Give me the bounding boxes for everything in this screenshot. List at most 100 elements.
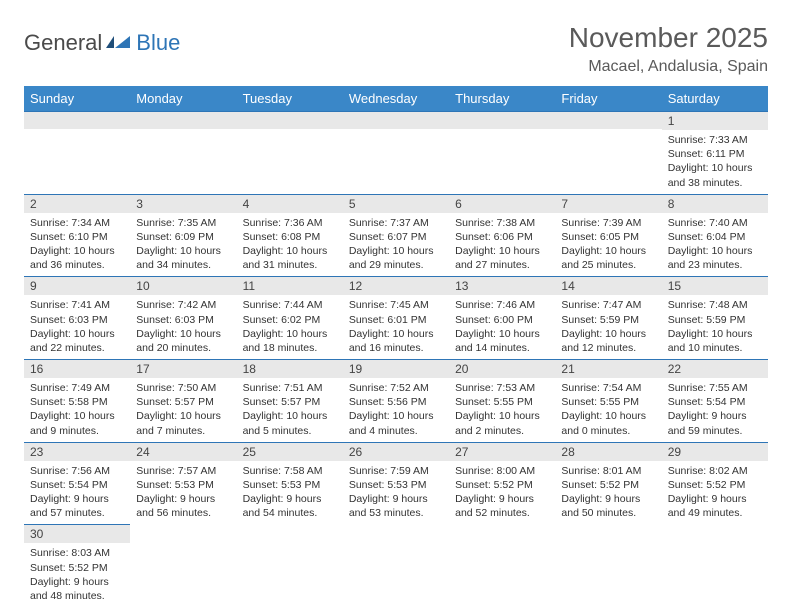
day-cell: 7 Sunrise: 7:39 AMSunset: 6:05 PMDaylight… <box>555 194 661 277</box>
weekday-header: Thursday <box>449 86 555 111</box>
sunrise-text: Sunrise: 7:57 AM <box>136 464 230 478</box>
day-number: 29 <box>662 442 768 461</box>
day-cell: 2Sunrise: 7:34 AMSunset: 6:10 PMDaylight… <box>24 194 130 277</box>
sunset-text: Sunset: 5:59 PM <box>668 313 762 327</box>
sunrise-text: Sunrise: 7:39 AM <box>561 216 655 230</box>
day-number: 5 <box>343 194 449 213</box>
sunset-text: Sunset: 6:05 PM <box>561 230 655 244</box>
sunset-text: Sunset: 6:02 PM <box>243 313 337 327</box>
table-row: 2Sunrise: 7:34 AMSunset: 6:10 PMDaylight… <box>24 194 768 277</box>
day-cell: 17Sunrise: 7:50 AMSunset: 5:57 PMDayligh… <box>130 359 236 442</box>
day-number: 22 <box>662 359 768 378</box>
daylight-text: Daylight: 10 hours and 4 minutes. <box>349 409 443 437</box>
sunrise-text: Sunrise: 7:53 AM <box>455 381 549 395</box>
sunset-text: Sunset: 5:53 PM <box>243 478 337 492</box>
month-title: November 2025 <box>569 22 768 54</box>
day-number: 6 <box>449 194 555 213</box>
sunrise-text: Sunrise: 7:41 AM <box>30 298 124 312</box>
day-body: Sunrise: 7:55 AMSunset: 5:54 PMDaylight:… <box>662 378 768 442</box>
day-cell: 26Sunrise: 7:59 AMSunset: 5:53 PMDayligh… <box>343 442 449 525</box>
day-number: 24 <box>130 442 236 461</box>
daylight-text: Daylight: 10 hours and 2 minutes. <box>455 409 549 437</box>
day-body: Sunrise: 7:45 AMSunset: 6:01 PMDaylight:… <box>343 295 449 359</box>
day-cell: 3Sunrise: 7:35 AMSunset: 6:09 PMDaylight… <box>130 194 236 277</box>
day-body: Sunrise: 7:54 AMSunset: 5:55 PMDaylight:… <box>555 378 661 442</box>
day-cell: 11Sunrise: 7:44 AMSunset: 6:02 PMDayligh… <box>237 276 343 359</box>
daylight-text: Daylight: 10 hours and 27 minutes. <box>455 244 549 272</box>
calendar-body: 1Sunrise: 7:33 AMSunset: 6:11 PMDaylight… <box>24 111 768 607</box>
day-cell: 25Sunrise: 7:58 AMSunset: 5:53 PMDayligh… <box>237 442 343 525</box>
day-cell <box>130 111 236 194</box>
day-body: Sunrise: 7:47 AMSunset: 5:59 PMDaylight:… <box>555 295 661 359</box>
day-body: Sunrise: 7:52 AMSunset: 5:56 PMDaylight:… <box>343 378 449 442</box>
sunset-text: Sunset: 6:03 PM <box>136 313 230 327</box>
table-row: 16Sunrise: 7:49 AMSunset: 5:58 PMDayligh… <box>24 359 768 442</box>
sunrise-text: Sunrise: 7:52 AM <box>349 381 443 395</box>
sunset-text: Sunset: 6:09 PM <box>136 230 230 244</box>
sunset-text: Sunset: 5:52 PM <box>30 561 124 575</box>
day-body: Sunrise: 7:46 AMSunset: 6:00 PMDaylight:… <box>449 295 555 359</box>
daylight-text: Daylight: 10 hours and 20 minutes. <box>136 327 230 355</box>
day-cell <box>24 111 130 194</box>
sunrise-text: Sunrise: 7:46 AM <box>455 298 549 312</box>
day-cell: 16Sunrise: 7:49 AMSunset: 5:58 PMDayligh… <box>24 359 130 442</box>
sunrise-text: Sunrise: 7:45 AM <box>349 298 443 312</box>
weekday-header: Tuesday <box>237 86 343 111</box>
logo: General Blue <box>24 22 180 56</box>
day-body: Sunrise: 7:33 AMSunset: 6:11 PMDaylight:… <box>662 130 768 194</box>
day-cell: 9Sunrise: 7:41 AMSunset: 6:03 PMDaylight… <box>24 276 130 359</box>
day-number: 3 <box>130 194 236 213</box>
day-body: Sunrise: 7:36 AMSunset: 6:08 PMDaylight:… <box>237 213 343 277</box>
daylight-text: Daylight: 10 hours and 7 minutes. <box>136 409 230 437</box>
daylight-text: Daylight: 9 hours and 59 minutes. <box>668 409 762 437</box>
daylight-text: Daylight: 10 hours and 34 minutes. <box>136 244 230 272</box>
sunset-text: Sunset: 5:54 PM <box>668 395 762 409</box>
day-number: 8 <box>662 194 768 213</box>
day-body: Sunrise: 7:44 AMSunset: 6:02 PMDaylight:… <box>237 295 343 359</box>
daylight-text: Daylight: 9 hours and 48 minutes. <box>30 575 124 603</box>
table-row: 23Sunrise: 7:56 AMSunset: 5:54 PMDayligh… <box>24 442 768 525</box>
day-body: Sunrise: 7:59 AMSunset: 5:53 PMDaylight:… <box>343 461 449 525</box>
day-cell: 18Sunrise: 7:51 AMSunset: 5:57 PMDayligh… <box>237 359 343 442</box>
daylight-text: Daylight: 9 hours and 50 minutes. <box>561 492 655 520</box>
sunrise-text: Sunrise: 8:02 AM <box>668 464 762 478</box>
day-number: 28 <box>555 442 661 461</box>
daylight-text: Daylight: 9 hours and 56 minutes. <box>136 492 230 520</box>
day-number: 30 <box>24 524 130 543</box>
weekday-header: Wednesday <box>343 86 449 111</box>
day-cell <box>237 524 343 607</box>
title-block: November 2025 Macael, Andalusia, Spain <box>569 22 768 76</box>
daylight-text: Daylight: 10 hours and 5 minutes. <box>243 409 337 437</box>
sunset-text: Sunset: 6:10 PM <box>30 230 124 244</box>
sunrise-text: Sunrise: 8:00 AM <box>455 464 549 478</box>
day-body: Sunrise: 7:53 AMSunset: 5:55 PMDaylight:… <box>449 378 555 442</box>
daylight-text: Daylight: 10 hours and 36 minutes. <box>30 244 124 272</box>
day-cell: 30Sunrise: 8:03 AMSunset: 5:52 PMDayligh… <box>24 524 130 607</box>
sunrise-text: Sunrise: 7:33 AM <box>668 133 762 147</box>
sunset-text: Sunset: 5:52 PM <box>668 478 762 492</box>
day-number: 21 <box>555 359 661 378</box>
day-number: 17 <box>130 359 236 378</box>
day-body: Sunrise: 7:58 AMSunset: 5:53 PMDaylight:… <box>237 461 343 525</box>
day-cell: 15Sunrise: 7:48 AMSunset: 5:59 PMDayligh… <box>662 276 768 359</box>
day-cell: 14Sunrise: 7:47 AMSunset: 5:59 PMDayligh… <box>555 276 661 359</box>
day-body: Sunrise: 8:03 AMSunset: 5:52 PMDaylight:… <box>24 543 130 607</box>
weekday-header-row: SundayMondayTuesdayWednesdayThursdayFrid… <box>24 86 768 111</box>
day-number: 26 <box>343 442 449 461</box>
sunset-text: Sunset: 5:53 PM <box>136 478 230 492</box>
sunset-text: Sunset: 6:00 PM <box>455 313 549 327</box>
daylight-text: Daylight: 9 hours and 53 minutes. <box>349 492 443 520</box>
daylight-text: Daylight: 9 hours and 52 minutes. <box>455 492 549 520</box>
empty-daynum-bar <box>24 111 130 129</box>
day-cell: 27Sunrise: 8:00 AMSunset: 5:52 PMDayligh… <box>449 442 555 525</box>
sunrise-text: Sunrise: 7:48 AM <box>668 298 762 312</box>
sunrise-text: Sunrise: 7:44 AM <box>243 298 337 312</box>
sunset-text: Sunset: 6:08 PM <box>243 230 337 244</box>
sunset-text: Sunset: 5:55 PM <box>561 395 655 409</box>
day-number: 7 <box>555 194 661 213</box>
sunset-text: Sunset: 6:07 PM <box>349 230 443 244</box>
daylight-text: Daylight: 10 hours and 0 minutes. <box>561 409 655 437</box>
daylight-text: Daylight: 10 hours and 29 minutes. <box>349 244 443 272</box>
daylight-text: Daylight: 10 hours and 25 minutes. <box>561 244 655 272</box>
day-body: Sunrise: 7:56 AMSunset: 5:54 PMDaylight:… <box>24 461 130 525</box>
